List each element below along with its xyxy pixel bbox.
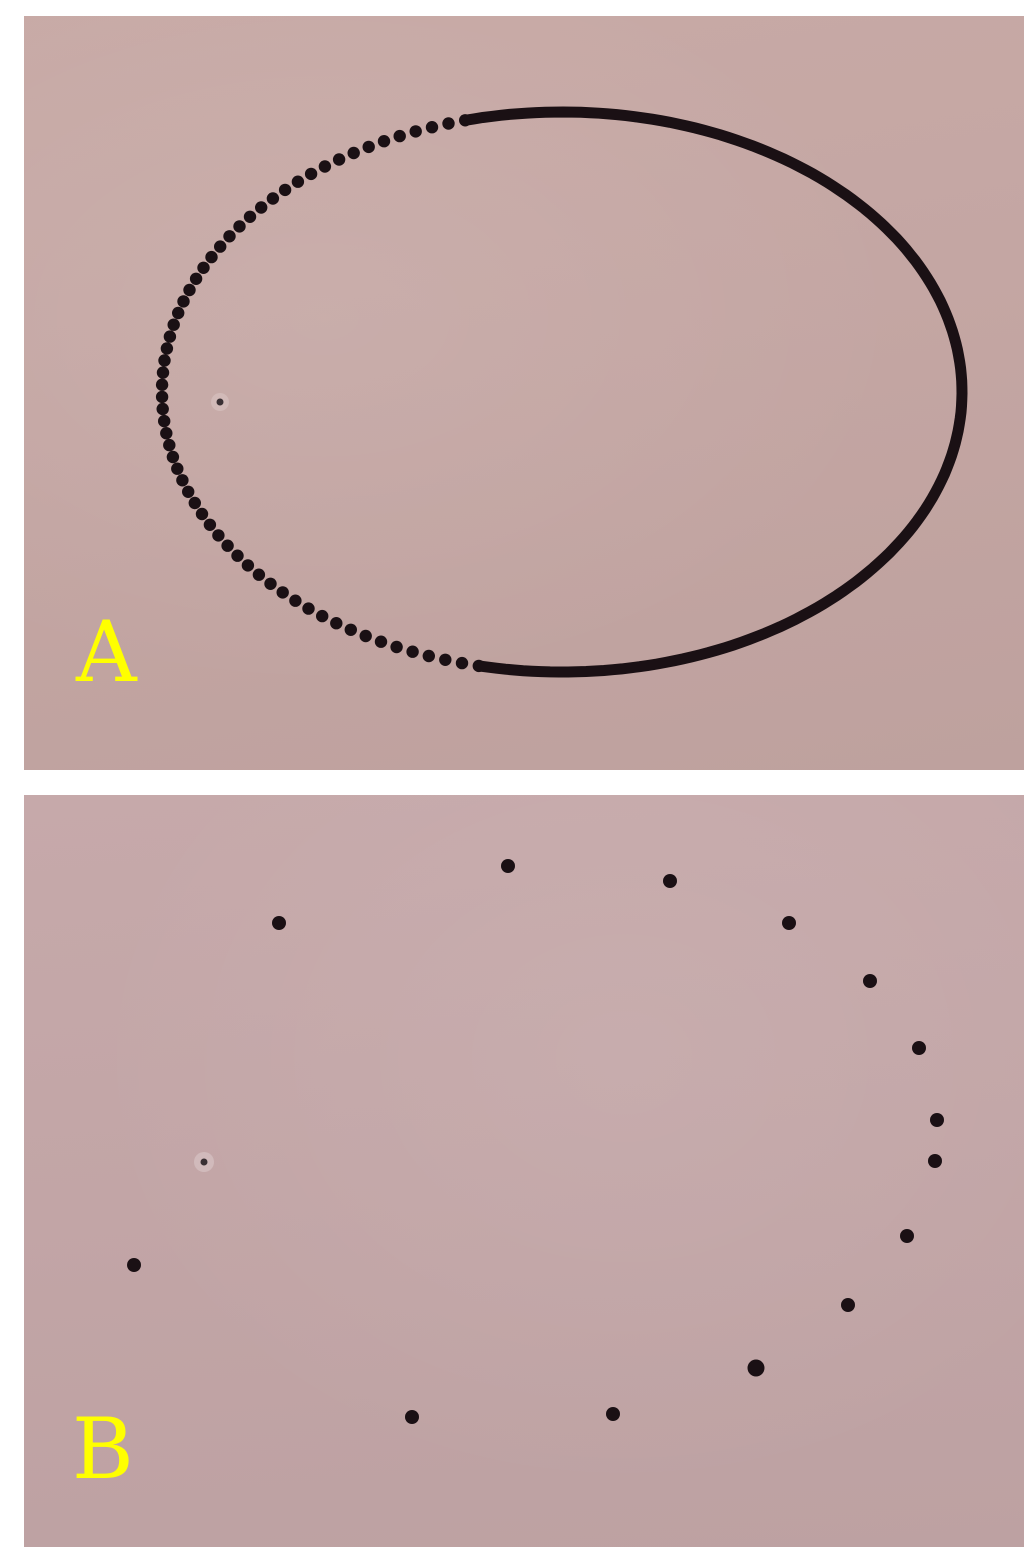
trace-dot [900,1229,914,1243]
trace-drawing-b [127,859,944,1424]
trace-dot [409,125,422,138]
trace-dot [127,1258,141,1272]
photo-panel-b: B [24,795,1024,1547]
trace-dot [442,117,455,130]
trace-dot [163,438,176,452]
trace-dot [264,577,277,590]
trace-dot [377,135,391,148]
trace-dot [390,640,403,654]
trace-dot [155,390,169,404]
trace-dot [155,378,169,391]
trace-dot [195,507,209,521]
trace-dot [203,518,217,531]
trace-dot [231,549,244,562]
trace-dot [422,649,435,663]
trace-dot [233,220,246,233]
trace-dot [405,1410,419,1424]
trace-dot [221,539,234,552]
trace-dot [304,167,318,181]
trace-dot [212,529,225,542]
trace-dot [166,450,180,464]
trace-dot [197,261,210,274]
dotted-trace-a [155,114,485,673]
trace-dot [663,874,677,888]
trace-dot [406,645,419,658]
trace-dot [344,623,357,636]
trace-dot [189,272,203,285]
trace-dot [302,602,315,615]
trace-dot [841,1298,855,1312]
trace-dot [425,121,439,134]
trace-dot [158,414,171,428]
trace-dot [501,859,515,873]
trace-dot [928,1154,942,1168]
continuous-trace-a [459,106,968,678]
trace-dot [177,295,190,308]
trace-dot [158,354,171,367]
trace-dot [289,594,302,607]
trace-dot [606,1407,620,1421]
trace-dot [183,283,196,297]
trace-dot [393,129,406,143]
trace-dot [188,496,201,510]
trace-dot [163,330,177,343]
trace-dot [243,210,257,223]
trace-dot [214,240,227,253]
trace-dot [455,656,469,670]
trace-dot [205,250,218,264]
trace-dot [782,916,796,930]
trace-dot [347,146,360,160]
trace-dot [160,427,173,440]
trace-dot [439,653,452,666]
trace-dot [362,140,375,154]
panel-label-b: B [72,1400,134,1498]
trace-dot [278,183,292,197]
panel-label-a: A [76,603,137,701]
trace-dot [223,230,236,243]
trace-dot [182,485,195,498]
trace-dot [291,175,305,188]
trace-dot [156,366,170,379]
trace-dot [318,160,332,173]
trace-dot [863,974,877,988]
trace-dot [272,916,286,930]
photo-panel-a: A [24,16,1024,770]
trace-dot [252,568,266,581]
trace-dot [332,153,346,166]
trace-dot [255,201,268,214]
trace-dot [359,629,372,643]
trace-dot [330,617,343,630]
trace-dot [172,306,185,320]
trace-dot [160,342,174,355]
trace-dot [930,1113,944,1127]
trace-dot [156,402,169,416]
trace-dot [316,609,329,623]
dotted-trace-b [127,859,944,1424]
trace-dot [176,474,189,487]
trace-dot [167,318,180,331]
trace-dot [374,635,388,648]
trace-dot [747,1359,765,1377]
pivot-marker-b [194,1152,214,1172]
trace-dot [241,559,255,572]
trace-dot [276,586,289,599]
trace-drawing-a [155,106,968,678]
trace-dot [912,1041,926,1055]
trace-dot [171,462,184,475]
pivot-marker-a [211,393,229,411]
trace-dot [266,192,280,205]
